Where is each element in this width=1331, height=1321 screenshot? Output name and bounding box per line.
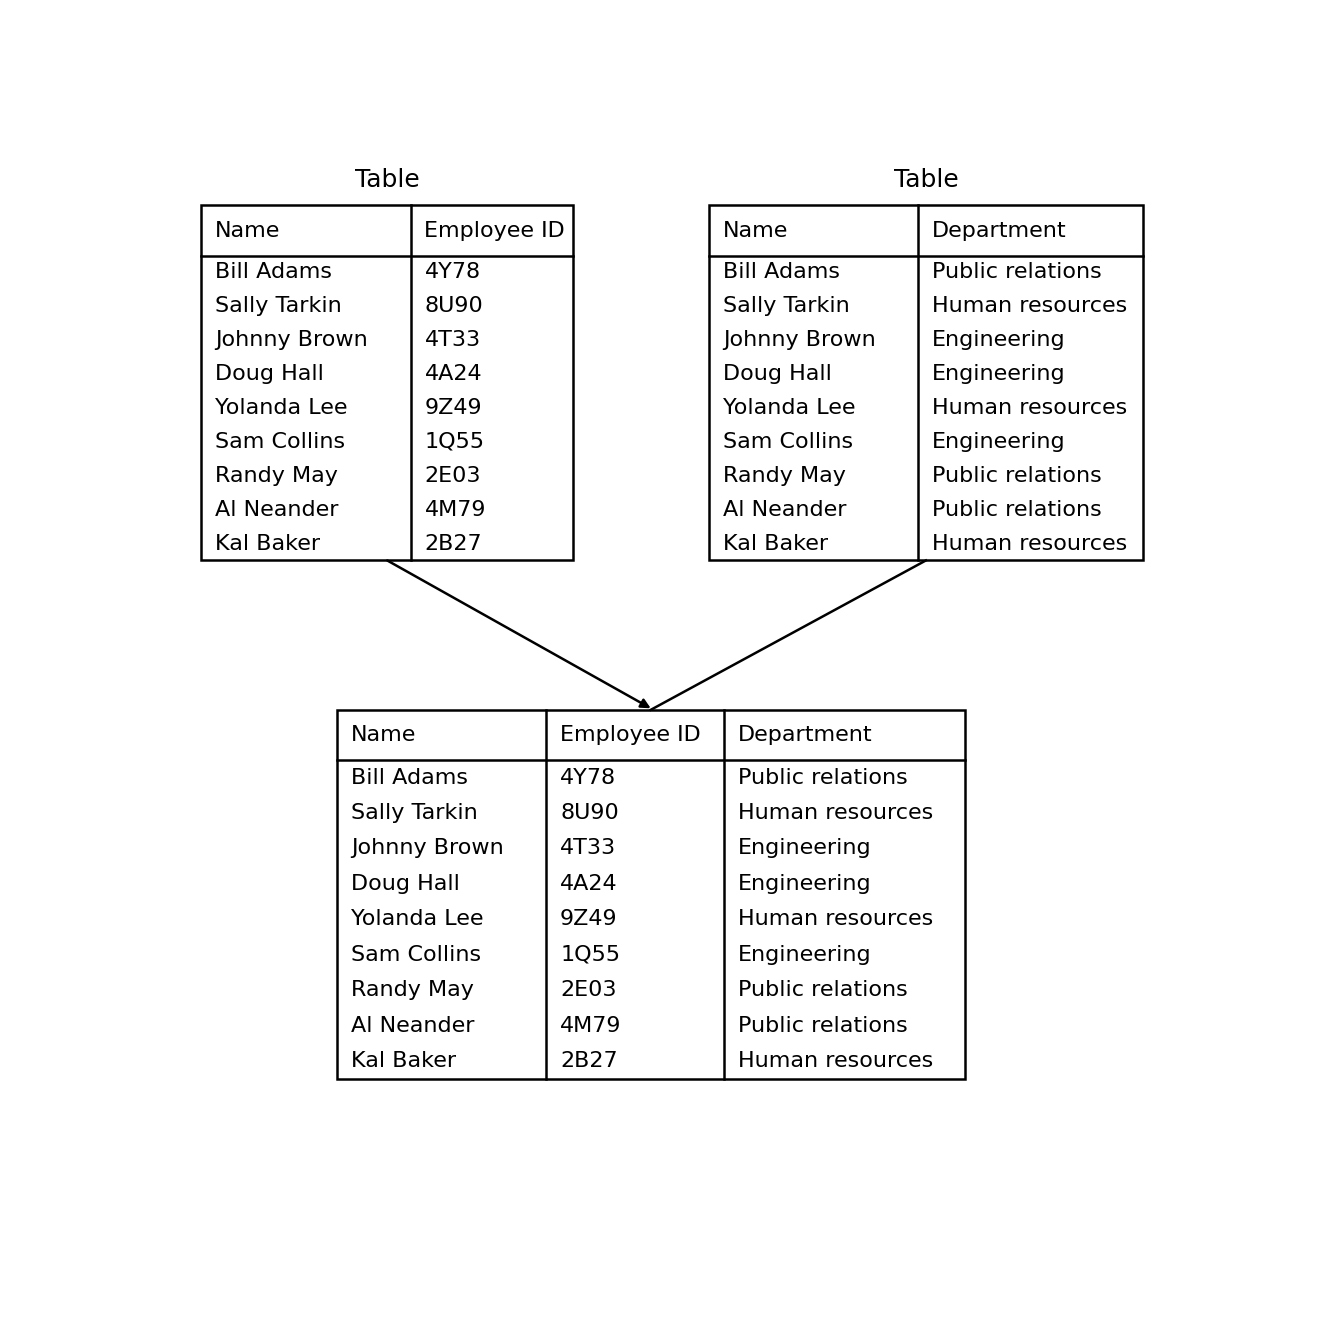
Text: Johnny Brown: Johnny Brown (723, 330, 876, 350)
Text: Doug Hall: Doug Hall (723, 365, 832, 384)
Text: 4M79: 4M79 (560, 1016, 622, 1036)
Text: Human resources: Human resources (932, 296, 1127, 316)
Text: Human resources: Human resources (932, 398, 1127, 417)
Text: Human resources: Human resources (739, 909, 933, 929)
Text: Name: Name (723, 221, 788, 240)
Text: Human resources: Human resources (739, 1052, 933, 1071)
Text: Public relations: Public relations (932, 499, 1102, 519)
Text: Human resources: Human resources (932, 534, 1127, 553)
Text: 1Q55: 1Q55 (425, 432, 484, 452)
Text: Engineering: Engineering (932, 432, 1066, 452)
Text: Engineering: Engineering (932, 365, 1066, 384)
Text: 4T33: 4T33 (425, 330, 480, 350)
Text: 8U90: 8U90 (560, 803, 619, 823)
Text: Sally Tarkin: Sally Tarkin (723, 296, 849, 316)
Text: Engineering: Engineering (739, 945, 872, 964)
Text: Al Neander: Al Neander (723, 499, 847, 519)
Text: Name: Name (351, 725, 417, 745)
Text: Johnny Brown: Johnny Brown (351, 839, 503, 859)
Text: Sally Tarkin: Sally Tarkin (216, 296, 342, 316)
Text: Bill Adams: Bill Adams (351, 768, 467, 787)
Text: Randy May: Randy May (723, 466, 845, 486)
Text: Public relations: Public relations (739, 768, 908, 787)
Bar (201, 206, 574, 560)
Text: Al Neander: Al Neander (216, 499, 338, 519)
Text: 4Y78: 4Y78 (560, 768, 616, 787)
Text: 2E03: 2E03 (425, 466, 480, 486)
Text: Name: Name (216, 221, 281, 240)
Text: Public relations: Public relations (932, 466, 1102, 486)
Text: 2E03: 2E03 (560, 980, 616, 1000)
Text: Sam Collins: Sam Collins (723, 432, 853, 452)
Text: Randy May: Randy May (216, 466, 338, 486)
Bar (709, 206, 1143, 560)
Text: Public relations: Public relations (739, 1016, 908, 1036)
Text: Bill Adams: Bill Adams (723, 263, 840, 283)
Text: Kal Baker: Kal Baker (351, 1052, 457, 1071)
Text: Sally Tarkin: Sally Tarkin (351, 803, 478, 823)
Text: Yolanda Lee: Yolanda Lee (351, 909, 483, 929)
Text: Randy May: Randy May (351, 980, 474, 1000)
Text: Doug Hall: Doug Hall (351, 875, 459, 894)
Text: Sam Collins: Sam Collins (216, 432, 345, 452)
Text: 4A24: 4A24 (425, 365, 482, 384)
Text: 4M79: 4M79 (425, 499, 486, 519)
Text: Doug Hall: Doug Hall (216, 365, 323, 384)
Text: Employee ID: Employee ID (425, 221, 566, 240)
Text: 4T33: 4T33 (560, 839, 616, 859)
Text: Department: Department (739, 725, 873, 745)
Text: Yolanda Lee: Yolanda Lee (216, 398, 347, 417)
Text: Bill Adams: Bill Adams (216, 263, 333, 283)
Text: 4Y78: 4Y78 (425, 263, 480, 283)
Text: Employee ID: Employee ID (560, 725, 701, 745)
Bar (337, 709, 965, 1079)
Text: 8U90: 8U90 (425, 296, 483, 316)
Text: Human resources: Human resources (739, 803, 933, 823)
Text: Al Neander: Al Neander (351, 1016, 474, 1036)
Text: Table: Table (355, 168, 419, 192)
Text: Public relations: Public relations (739, 980, 908, 1000)
Text: Department: Department (932, 221, 1066, 240)
Text: Johnny Brown: Johnny Brown (216, 330, 367, 350)
Text: Yolanda Lee: Yolanda Lee (723, 398, 856, 417)
Text: Kal Baker: Kal Baker (216, 534, 321, 553)
Text: Kal Baker: Kal Baker (723, 534, 828, 553)
Text: Engineering: Engineering (739, 875, 872, 894)
Text: 4A24: 4A24 (560, 875, 618, 894)
Text: 9Z49: 9Z49 (425, 398, 482, 417)
Text: 9Z49: 9Z49 (560, 909, 618, 929)
Text: Table: Table (893, 168, 958, 192)
Text: Engineering: Engineering (932, 330, 1066, 350)
Text: Engineering: Engineering (739, 839, 872, 859)
Text: 2B27: 2B27 (560, 1052, 618, 1071)
Text: 2B27: 2B27 (425, 534, 482, 553)
Text: 1Q55: 1Q55 (560, 945, 620, 964)
Text: Public relations: Public relations (932, 263, 1102, 283)
Text: Sam Collins: Sam Collins (351, 945, 480, 964)
